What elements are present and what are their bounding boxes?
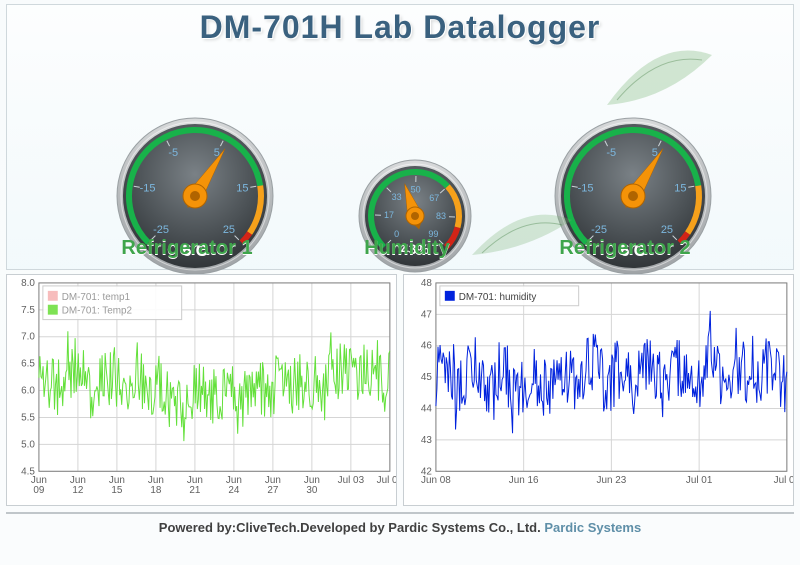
svg-text:25: 25	[661, 224, 673, 236]
svg-text:-5: -5	[606, 147, 616, 159]
svg-text:-25: -25	[153, 224, 169, 236]
svg-text:15: 15	[236, 182, 248, 194]
svg-text:Jun 16: Jun 16	[509, 475, 539, 486]
svg-text:-25: -25	[591, 224, 607, 236]
footer-link[interactable]: Pardic Systems	[544, 520, 641, 535]
svg-text:DM-701: temp1: DM-701: temp1	[62, 292, 131, 303]
svg-text:Jul 03: Jul 03	[338, 475, 365, 486]
svg-text:33: 33	[392, 192, 402, 202]
top-panel: DM-701H Lab Datalogger -25-15-5515256'C0…	[6, 4, 794, 270]
svg-text:67: 67	[429, 193, 439, 203]
svg-text:6.5: 6.5	[21, 359, 35, 370]
gauge-label-refrigerator2: Refrigerator 2	[545, 237, 705, 260]
chart-humidity: 42434445464748Jun 08Jun 16Jun 23Jul 01Ju…	[403, 274, 794, 506]
svg-text:5.0: 5.0	[21, 439, 35, 450]
svg-text:17: 17	[384, 210, 394, 220]
gauge-label-humidity: Humidity	[327, 237, 487, 260]
svg-text:15: 15	[674, 182, 686, 194]
svg-text:Jun 08: Jun 08	[421, 475, 451, 486]
svg-text:Jun 23: Jun 23	[597, 475, 627, 486]
svg-text:5.5: 5.5	[21, 412, 35, 423]
svg-text:12: 12	[72, 485, 84, 496]
svg-text:7.0: 7.0	[21, 332, 35, 343]
svg-text:Jul 08: Jul 08	[774, 475, 793, 486]
svg-text:15: 15	[111, 485, 123, 496]
svg-text:8.0: 8.0	[21, 278, 35, 289]
svg-text:-15: -15	[140, 182, 156, 194]
svg-text:50: 50	[411, 184, 421, 194]
svg-text:6.0: 6.0	[21, 386, 35, 397]
svg-text:25: 25	[223, 224, 235, 236]
decorative-leaf	[597, 35, 717, 115]
svg-text:DM-701: Temp2: DM-701: Temp2	[62, 306, 133, 317]
svg-text:DM-701: humidity: DM-701: humidity	[459, 292, 537, 303]
footer-text: Powered by:CliveTech.Developed by Pardic…	[159, 520, 545, 535]
footer: Powered by:CliveTech.Developed by Pardic…	[6, 512, 794, 543]
svg-text:24: 24	[228, 485, 240, 496]
svg-text:27: 27	[267, 485, 279, 496]
svg-text:30: 30	[306, 485, 318, 496]
svg-text:44: 44	[421, 403, 433, 414]
svg-text:48: 48	[421, 278, 433, 289]
svg-text:21: 21	[189, 485, 201, 496]
charts-row: 4.55.05.56.06.57.07.58.0Jun09Jun12Jun15J…	[6, 274, 794, 506]
svg-text:-15: -15	[578, 182, 594, 194]
gauge-label-refrigerator1: Refrigerator 1	[107, 237, 267, 260]
svg-text:47: 47	[421, 309, 433, 320]
svg-text:Jul 06: Jul 06	[377, 475, 396, 486]
svg-text:-5: -5	[168, 147, 178, 159]
svg-text:83: 83	[436, 211, 446, 221]
svg-text:Jul 01: Jul 01	[686, 475, 713, 486]
svg-text:43: 43	[421, 435, 433, 446]
svg-text:18: 18	[150, 485, 162, 496]
chart-temperature: 4.55.05.56.06.57.07.58.0Jun09Jun12Jun15J…	[6, 274, 397, 506]
svg-text:45: 45	[421, 372, 433, 383]
svg-text:09: 09	[33, 485, 45, 496]
svg-text:7.5: 7.5	[21, 305, 35, 316]
svg-text:46: 46	[421, 341, 433, 352]
